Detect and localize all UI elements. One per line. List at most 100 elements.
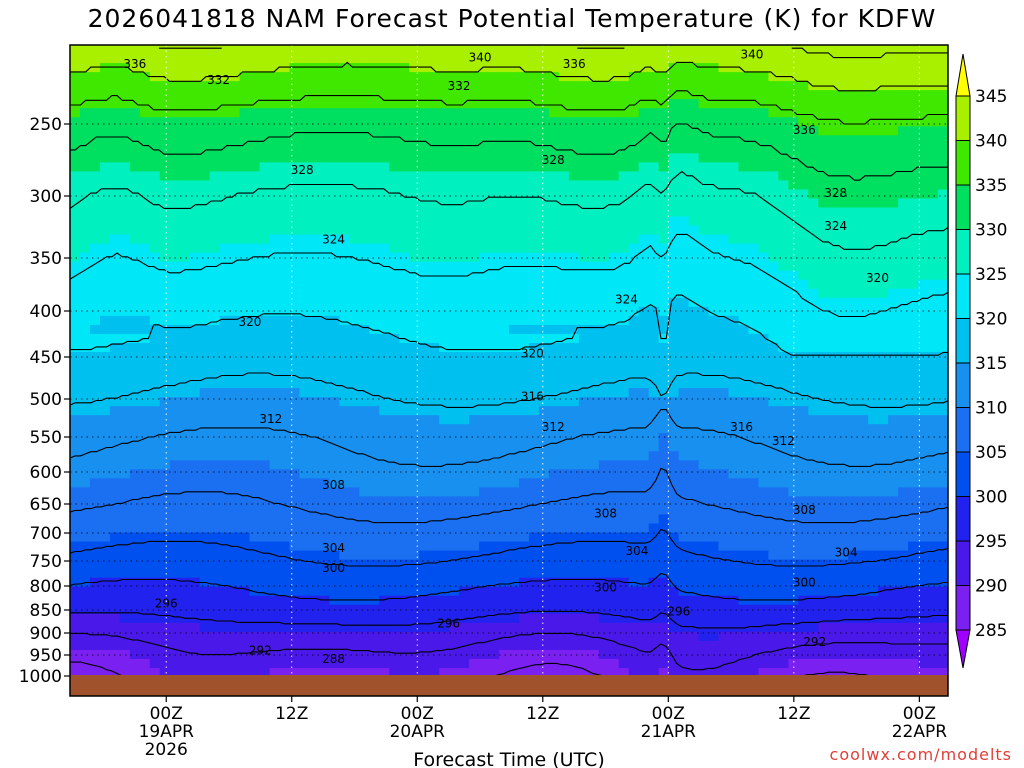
filled-cell bbox=[768, 63, 779, 73]
filled-cell bbox=[698, 243, 710, 254]
filled-cell bbox=[808, 108, 819, 118]
filled-cell bbox=[469, 541, 480, 552]
filled-cell bbox=[838, 478, 849, 488]
filled-cell bbox=[898, 198, 909, 209]
filled-cell bbox=[638, 207, 650, 218]
filled-cell bbox=[89, 541, 101, 552]
filled-cell bbox=[369, 397, 380, 407]
filled-cell bbox=[209, 406, 221, 416]
filled-cell bbox=[219, 478, 231, 488]
filled-cell bbox=[908, 415, 919, 425]
filled-cell bbox=[538, 198, 550, 209]
filled-cell bbox=[369, 460, 380, 470]
filled-cell bbox=[588, 505, 600, 516]
filled-cell bbox=[499, 315, 510, 326]
filled-cell bbox=[459, 514, 470, 525]
filled-cell bbox=[568, 270, 580, 281]
filled-cell bbox=[738, 397, 750, 407]
filled-cell bbox=[70, 45, 81, 55]
filled-cell bbox=[928, 361, 939, 371]
filled-cell bbox=[798, 469, 809, 479]
filled-cell bbox=[439, 63, 450, 73]
filled-cell bbox=[648, 234, 660, 245]
filled-cell bbox=[109, 550, 121, 561]
filled-cell bbox=[638, 306, 650, 317]
filled-cell bbox=[469, 252, 480, 263]
filled-cell bbox=[838, 315, 849, 326]
filled-cell bbox=[888, 234, 899, 245]
filled-cell bbox=[269, 315, 281, 326]
filled-cell bbox=[708, 451, 720, 461]
filled-cell bbox=[399, 288, 410, 299]
filled-cell bbox=[489, 361, 500, 371]
filled-cell bbox=[229, 487, 241, 498]
filled-cell bbox=[199, 45, 211, 55]
filled-cell bbox=[389, 514, 400, 525]
filled-cell bbox=[658, 207, 670, 218]
filled-cell bbox=[419, 198, 430, 209]
filled-cell bbox=[688, 496, 700, 507]
filled-cell bbox=[858, 234, 869, 245]
filled-cell bbox=[518, 523, 530, 534]
filled-cell bbox=[239, 108, 251, 118]
filled-cell bbox=[868, 270, 879, 281]
filled-cell bbox=[658, 397, 670, 407]
filled-cell bbox=[698, 153, 710, 163]
filled-cell bbox=[708, 243, 720, 254]
filled-cell bbox=[628, 90, 640, 100]
filled-cell bbox=[279, 225, 291, 236]
filled-cell bbox=[728, 406, 740, 416]
filled-cell bbox=[479, 261, 490, 272]
filled-cell bbox=[469, 469, 480, 479]
filled-cell bbox=[598, 541, 610, 552]
filled-cell bbox=[309, 333, 321, 344]
filled-cell bbox=[938, 478, 948, 488]
filled-cell bbox=[509, 306, 520, 317]
filled-cell bbox=[359, 532, 370, 543]
filled-cell bbox=[778, 252, 789, 263]
filled-cell bbox=[469, 243, 480, 254]
filled-cell bbox=[339, 171, 350, 182]
filled-cell bbox=[199, 541, 211, 552]
filled-cell bbox=[179, 288, 191, 299]
filled-cell bbox=[638, 270, 650, 281]
filled-cell bbox=[489, 397, 500, 407]
filled-cell bbox=[299, 225, 311, 236]
filled-cell bbox=[79, 90, 91, 100]
filled-cell bbox=[209, 379, 221, 389]
filled-cell bbox=[788, 279, 799, 290]
filled-cell bbox=[319, 478, 331, 488]
filled-cell bbox=[718, 117, 730, 127]
filled-cell bbox=[538, 523, 550, 534]
filled-cell bbox=[618, 180, 630, 191]
filled-cell bbox=[818, 99, 829, 109]
filled-cell bbox=[469, 342, 480, 353]
filled-cell bbox=[858, 532, 869, 543]
filled-cell bbox=[279, 135, 291, 145]
filled-cell bbox=[259, 243, 271, 254]
filled-cell bbox=[528, 424, 540, 434]
filled-cell bbox=[239, 306, 251, 317]
filled-cell bbox=[259, 550, 271, 561]
filled-cell bbox=[449, 415, 460, 425]
filled-cell bbox=[698, 333, 710, 344]
filled-cell bbox=[449, 505, 460, 516]
filled-cell bbox=[489, 469, 500, 479]
filled-cell bbox=[848, 108, 859, 118]
filled-cell bbox=[528, 279, 540, 290]
filled-cell bbox=[249, 523, 261, 534]
filled-cell bbox=[798, 415, 809, 425]
filled-cell bbox=[149, 451, 161, 461]
filled-cell bbox=[738, 370, 750, 380]
filled-cell bbox=[299, 279, 311, 290]
filled-cell bbox=[159, 406, 171, 416]
filled-cell bbox=[269, 153, 281, 163]
filled-cell bbox=[858, 63, 869, 73]
filled-cell bbox=[778, 388, 789, 398]
filled-cell bbox=[369, 99, 380, 109]
filled-cell bbox=[99, 63, 111, 73]
filled-cell bbox=[518, 216, 530, 227]
filled-cell bbox=[618, 153, 630, 163]
filled-cell bbox=[379, 415, 390, 425]
filled-cell bbox=[828, 424, 839, 434]
